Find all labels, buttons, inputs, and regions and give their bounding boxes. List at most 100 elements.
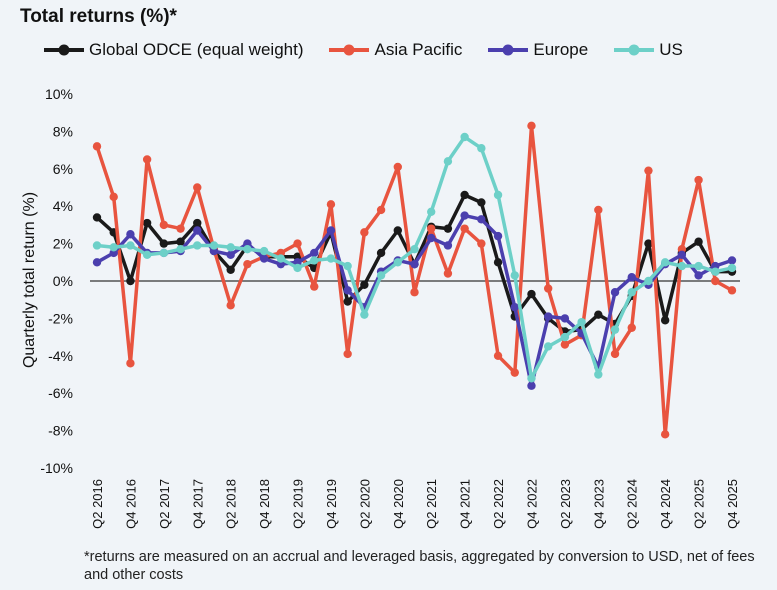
data-point-europe: [460, 211, 469, 220]
data-point-asia-pacific: [610, 349, 620, 359]
data-point-us: [393, 258, 402, 267]
data-point-europe: [410, 259, 419, 269]
data-point-asia-pacific: [343, 349, 352, 359]
data-point-asia-pacific: [727, 286, 737, 295]
x-tick-label: Q4 2020: [391, 479, 406, 529]
x-tick-label: Q4 2025: [725, 479, 740, 529]
data-point-us: [727, 263, 737, 273]
data-point-europe: [610, 288, 620, 297]
data-point-us: [259, 246, 269, 256]
data-point-us: [109, 243, 118, 252]
line-chart: Quarterly total return (%) 10% 8% 6% 4% 2% 0%…: [21, 86, 740, 529]
legend-item-asia-pacific[interactable]: Asia Pacific: [327, 40, 462, 60]
chart-title: Total returns (%)*: [20, 6, 177, 27]
data-point-us: [360, 310, 369, 319]
data-point-europe: [510, 302, 519, 312]
data-point-europe: [543, 312, 553, 321]
data-point-europe: [326, 226, 336, 235]
y-tick-label: 4%: [53, 198, 73, 214]
data-point-asia-pacific: [226, 301, 235, 310]
data-point-asia-pacific: [443, 269, 453, 278]
series-line-europe: [96, 213, 733, 388]
data-point-us: [427, 207, 436, 217]
data-point-us: [159, 248, 169, 258]
data-point-us: [293, 263, 302, 273]
data-point-europe: [126, 230, 135, 239]
data-point-asia-pacific: [694, 175, 703, 185]
data-point-europe: [493, 231, 503, 241]
data-point-asia-pacific: [493, 351, 503, 360]
data-point-us: [577, 317, 586, 327]
data-point-global-odce-equal-weight: [343, 297, 352, 306]
x-tick-label: Q4 2019: [324, 479, 339, 529]
data-point-global-odce-equal-weight: [360, 280, 369, 289]
data-point-us: [243, 245, 252, 254]
data-point-us: [677, 261, 687, 271]
data-point-us: [176, 245, 185, 254]
data-point-europe: [477, 215, 486, 224]
data-point-europe: [310, 248, 319, 258]
data-point-us: [477, 144, 486, 153]
x-tick-label: Q4 2017: [190, 479, 205, 529]
data-point-us: [694, 261, 703, 271]
data-point-europe: [727, 256, 737, 265]
data-point-us: [560, 332, 570, 342]
x-tick-label: Q2 2019: [291, 479, 306, 529]
y-tick-label: -2%: [48, 310, 73, 326]
x-tick-label: Q4 2024: [658, 479, 673, 529]
data-point-us: [443, 157, 453, 166]
data-point-asia-pacific: [427, 224, 436, 233]
data-point-europe: [560, 314, 570, 323]
x-tick-label: Q4 2023: [591, 479, 606, 529]
x-tick-label: Q2 2018: [224, 479, 239, 529]
data-point-global-odce-equal-weight: [694, 237, 703, 246]
data-point-us: [410, 245, 419, 254]
data-point-asia-pacific: [326, 200, 336, 209]
data-point-global-odce-equal-weight: [443, 224, 453, 233]
data-point-asia-pacific: [126, 359, 135, 368]
data-point-us: [142, 250, 152, 260]
footnote: *returns are measured on an accrual and …: [84, 549, 755, 583]
data-point-europe: [694, 271, 703, 280]
data-point-us: [644, 276, 653, 286]
data-point-us: [193, 241, 202, 250]
data-point-us: [343, 261, 352, 271]
data-point-europe: [527, 381, 536, 390]
legend-item-global[interactable]: Global ODCE (equal weight): [42, 40, 303, 60]
y-tick-label: -8%: [48, 423, 73, 439]
data-point-global-odce-equal-weight: [594, 310, 603, 319]
data-point-global-odce-equal-weight: [126, 276, 135, 286]
series-group: [92, 121, 737, 439]
data-point-europe: [259, 254, 269, 263]
data-point-asia-pacific: [109, 192, 118, 202]
data-point-global-odce-equal-weight: [176, 237, 185, 246]
data-point-asia-pacific: [159, 220, 169, 230]
data-point-global-odce-equal-weight: [660, 316, 670, 325]
series-line-us: [96, 135, 733, 380]
y-tick-label: 10%: [45, 86, 73, 102]
legend-marker-us: [614, 44, 655, 56]
x-tick-label: Q2 2024: [625, 479, 640, 529]
legend: Global ODCE (equal weight) Asia Pacific …: [42, 40, 707, 60]
x-tick-label: Q2 2017: [157, 479, 172, 529]
data-point-us: [610, 325, 620, 334]
y-tick-label: -4%: [48, 348, 73, 364]
legend-item-us[interactable]: US: [612, 40, 683, 60]
data-point-asia-pacific: [560, 340, 570, 349]
legend-item-europe[interactable]: Europe: [486, 40, 588, 60]
y-tick-label: 8%: [53, 123, 73, 139]
series-us: [92, 132, 737, 383]
data-point-asia-pacific: [627, 323, 636, 332]
data-point-europe: [343, 286, 352, 295]
data-point-asia-pacific: [477, 239, 486, 248]
x-tick-label: Q2 2023: [558, 479, 573, 529]
data-point-asia-pacific: [711, 276, 720, 286]
y-axis-ticks: 10% 8% 6% 4% 2% 0% -2% -4% -6% -8% -10%: [40, 86, 73, 476]
data-point-us: [226, 243, 235, 252]
data-point-europe: [193, 226, 202, 235]
x-tick-label: Q4 2022: [524, 479, 539, 529]
data-point-asia-pacific: [660, 430, 670, 439]
x-tick-label: Q2 2016: [90, 479, 105, 529]
y-tick-label: 0%: [53, 273, 73, 289]
data-point-europe: [677, 250, 687, 260]
